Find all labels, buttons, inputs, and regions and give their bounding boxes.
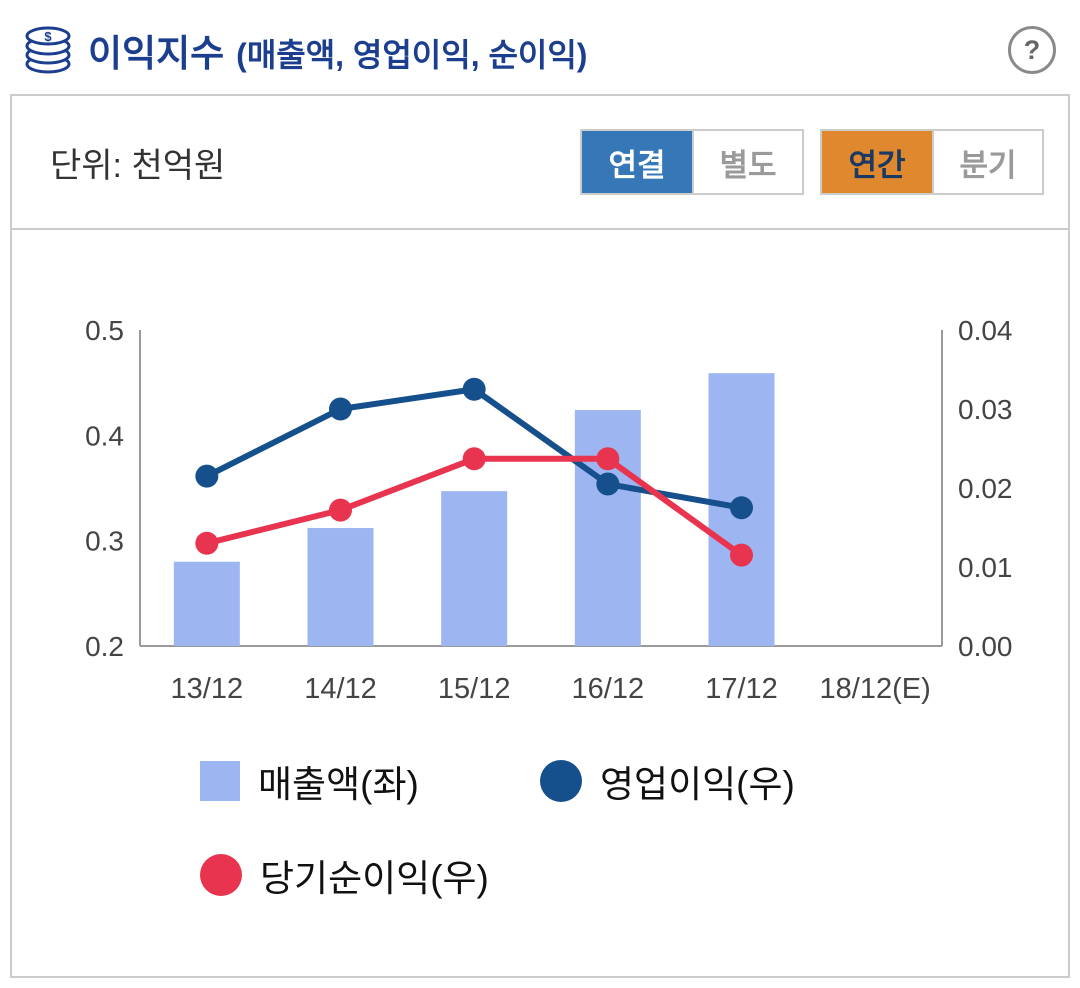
page-title-sub: (매출액, 영업이익, 순이익) [236,37,588,73]
header: $ 이익지수 (매출액, 영업이익, 순이익) ? [0,0,1080,94]
help-icon[interactable]: ? [1008,26,1056,74]
consolidation-toggle-group: 연결 별도 [580,129,804,195]
svg-text:$: $ [44,29,52,44]
combo-chart: 0.5 0.4 0.3 0.2 0.04 0.03 0.02 0.01 0.00 13/12 14/… [85,315,1013,705]
chart-legend: 매출액(좌) 영업이익(우) 당기순이익(우) [200,754,880,902]
svg-text:0.2: 0.2 [85,631,124,662]
legend-item: 당기순이익(우) [200,848,540,902]
toggle-separate[interactable]: 별도 [692,131,802,193]
toggle-consolidated[interactable]: 연결 [582,131,692,193]
svg-text:14/12: 14/12 [304,673,377,705]
svg-text:16/12: 16/12 [572,673,645,705]
legend-label: 영업이익(우) [600,764,795,805]
svg-text:0.3: 0.3 [85,526,124,557]
toggle-annual[interactable]: 연간 [822,131,932,193]
svg-text:0.03: 0.03 [958,394,1013,425]
coins-icon: $ [22,24,74,76]
toggle-quarterly[interactable]: 분기 [932,131,1042,193]
svg-text:0.4: 0.4 [85,420,124,451]
legend-label: 당기순이익(우) [260,858,489,899]
svg-text:0.04: 0.04 [958,315,1013,346]
chart-area: 0.5 0.4 0.3 0.2 0.04 0.03 0.02 0.01 0.00 13/12 14/… [12,230,1068,902]
chart-panel: 단위: 천억원 연결 별도 연간 분기 0.5 0.4 0.3 0.2 0.04 0.03… [10,94,1070,978]
panel-toolbar: 단위: 천억원 연결 별도 연간 분기 [12,96,1068,230]
svg-text:0.02: 0.02 [958,473,1013,504]
legend-label: 매출액(좌) [258,764,419,805]
svg-text:0.01: 0.01 [958,552,1013,583]
svg-text:17/12: 17/12 [705,673,778,705]
legend-item: 매출액(좌) [200,754,540,808]
toggle-groups: 연결 별도 연간 분기 [580,129,1044,195]
legend-swatch-circle [200,854,242,896]
period-toggle-group: 연간 분기 [820,129,1044,195]
svg-text:18/12(E): 18/12(E) [820,673,931,705]
svg-text:15/12: 15/12 [438,673,511,705]
page-title-main: 이익지수 [88,33,225,74]
svg-text:0.00: 0.00 [958,631,1013,662]
unit-label: 단위: 천억원 [50,146,226,185]
legend-item: 영업이익(우) [540,754,880,808]
page-title: 이익지수 (매출액, 영업이익, 순이익) [88,23,587,77]
legend-swatch-circle [540,760,582,802]
svg-text:0.5: 0.5 [85,315,124,346]
svg-text:13/12: 13/12 [171,673,244,705]
legend-swatch-square [200,761,240,801]
